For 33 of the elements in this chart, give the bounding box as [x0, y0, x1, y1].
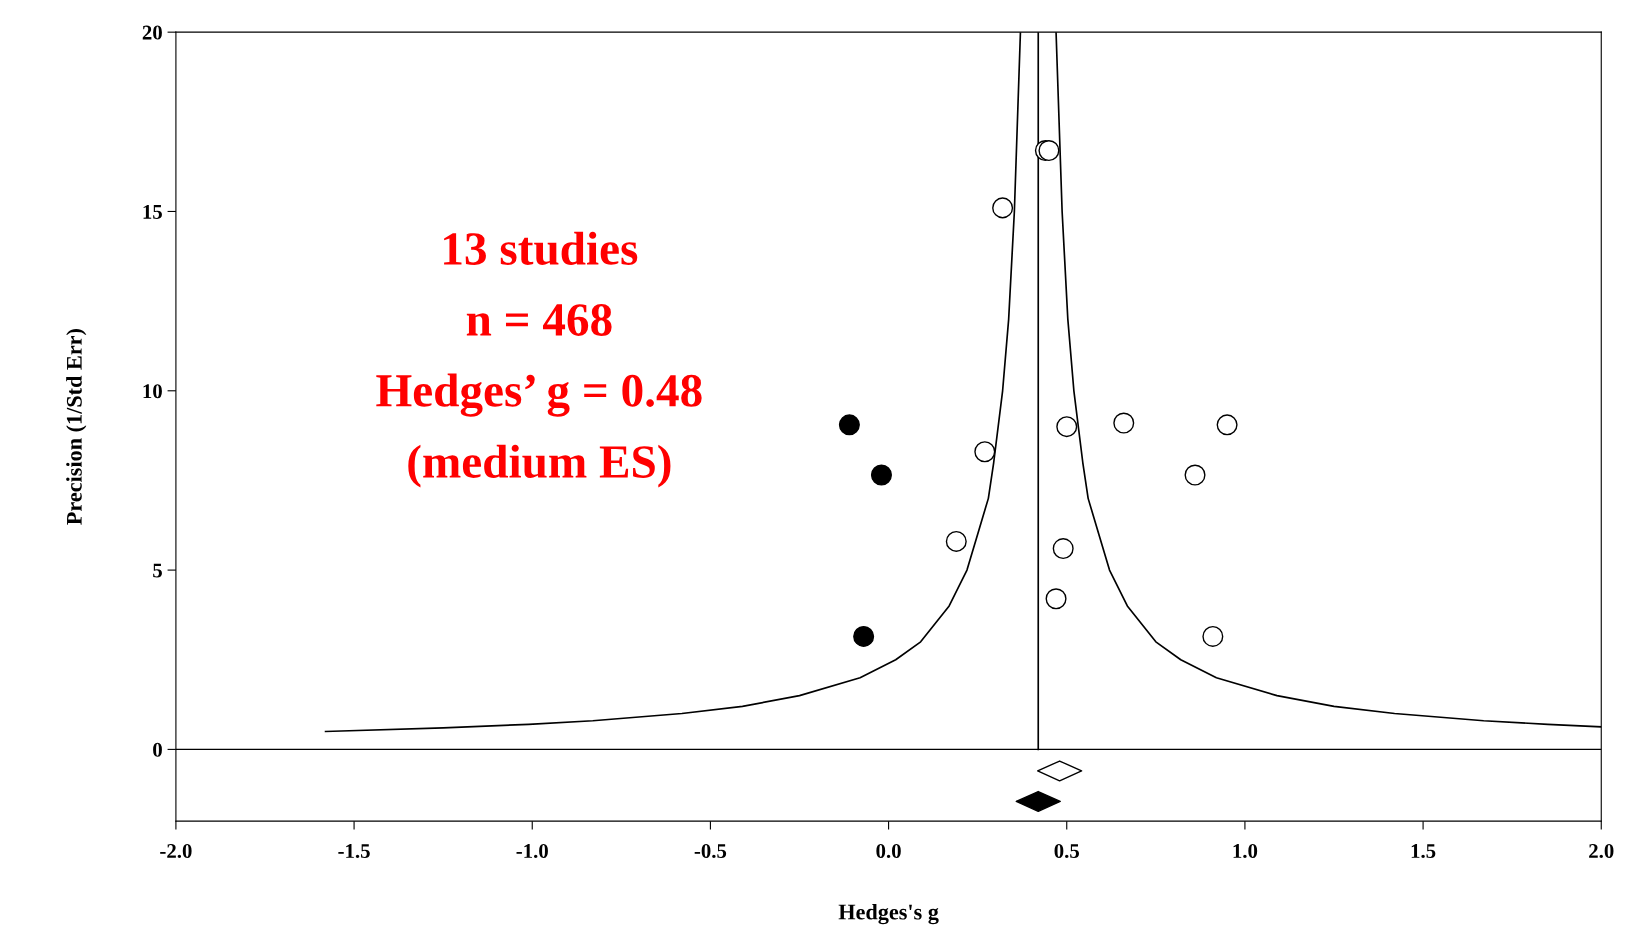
- point: [1056, 416, 1078, 438]
- annotation: Hedges’ g = 0.48: [376, 373, 702, 417]
- point: [1184, 464, 1206, 486]
- point: [1113, 412, 1135, 434]
- x-tick-label: -0.5: [694, 843, 727, 859]
- point: [945, 530, 967, 552]
- point: [870, 464, 892, 486]
- x-axis-title: Hedges's g: [838, 903, 939, 925]
- annotation: (medium ES): [408, 444, 671, 488]
- point: [1216, 414, 1238, 436]
- y-axis-title: Precision (1/Std Err): [66, 329, 87, 525]
- x-tick-label: -2.0: [160, 843, 192, 859]
- x-tick-label: -1.0: [516, 843, 548, 859]
- point: [1045, 588, 1067, 610]
- y-tick-label: 10: [143, 384, 162, 399]
- y-tick-label: 0: [153, 742, 162, 757]
- point: [1052, 538, 1074, 560]
- x-tick-label: 2.0: [1589, 843, 1614, 859]
- point: [1202, 625, 1224, 647]
- x-tick-label: 0.5: [1054, 843, 1080, 859]
- x-tick-label: 1.5: [1411, 844, 1436, 859]
- point: [853, 625, 875, 647]
- annotation: n = 468: [466, 304, 612, 336]
- y-tick-label: 20: [142, 25, 162, 40]
- y-tick-label: 15: [143, 204, 162, 219]
- y-tick-label: 5: [153, 563, 162, 578]
- point: [838, 414, 860, 436]
- x-tick-label: 0.0: [876, 843, 901, 859]
- annotation: 13 studies: [444, 231, 638, 265]
- x-tick-label: -1.5: [338, 844, 370, 859]
- point: [992, 197, 1014, 219]
- x-tick-label: 1.0: [1233, 843, 1258, 859]
- point: [974, 441, 996, 463]
